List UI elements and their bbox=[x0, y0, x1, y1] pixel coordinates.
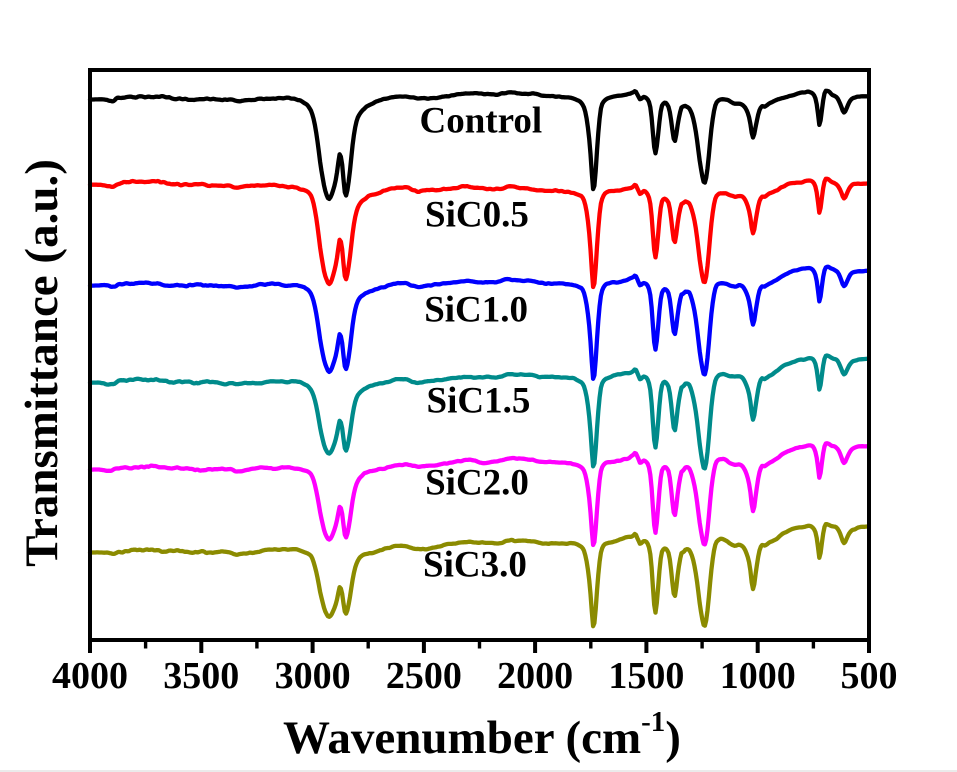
svg-text:SiC0.5: SiC0.5 bbox=[425, 195, 529, 236]
svg-text:2500: 2500 bbox=[386, 655, 462, 697]
svg-text:SiC1.5: SiC1.5 bbox=[427, 381, 531, 422]
svg-text:SiC1.0: SiC1.0 bbox=[424, 289, 528, 330]
svg-text:1000: 1000 bbox=[720, 655, 796, 697]
svg-text:4000: 4000 bbox=[52, 655, 128, 697]
svg-text:1500: 1500 bbox=[608, 655, 684, 697]
svg-text:SiC2.0: SiC2.0 bbox=[425, 463, 529, 504]
svg-text:Control: Control bbox=[420, 101, 543, 142]
svg-text:3500: 3500 bbox=[163, 655, 239, 697]
svg-text:Wavenumber (cm-1): Wavenumber (cm-1) bbox=[283, 706, 681, 764]
svg-text:2000: 2000 bbox=[497, 655, 573, 697]
svg-text:Transmittance (a.u.): Transmittance (a.u.) bbox=[16, 159, 68, 567]
svg-text:3000: 3000 bbox=[275, 655, 351, 697]
svg-text:SiC3.0: SiC3.0 bbox=[423, 544, 527, 585]
svg-text:500: 500 bbox=[841, 655, 898, 697]
